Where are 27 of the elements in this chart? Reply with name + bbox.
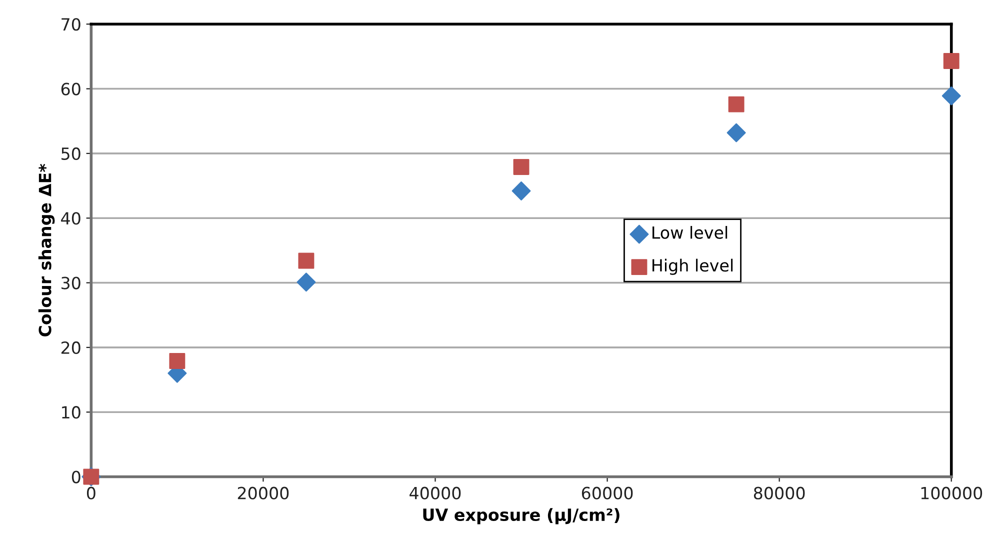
point	[296, 272, 316, 292]
y-tick-label: 60	[61, 82, 80, 96]
y-tick-label: 10	[62, 406, 80, 419]
legend-label: Low level	[652, 226, 728, 239]
y-tick-label: 70	[62, 18, 80, 31]
point	[512, 181, 531, 200]
point	[943, 52, 960, 69]
x-tick-label: 40000	[410, 486, 461, 500]
y-tick-label: 20	[61, 341, 80, 354]
legend-label: High level	[652, 258, 733, 275]
y-tick-label: 30	[62, 276, 80, 290]
x-tick-label: 0	[86, 486, 96, 500]
x-axis-title: UV exposure (µJ/cm²)	[423, 508, 620, 524]
point	[298, 252, 314, 269]
x-tick-label: 20000	[238, 486, 289, 500]
point	[728, 96, 744, 112]
x-tick-label: 80000	[754, 486, 805, 500]
y-tick-label: 40	[61, 212, 80, 225]
y-tick-label: 0	[72, 470, 80, 484]
point	[513, 159, 530, 175]
x-tick-label: 60000	[582, 486, 633, 500]
y-tick-label: 50	[62, 147, 80, 160]
point	[726, 123, 746, 142]
point	[942, 86, 961, 106]
point	[169, 353, 186, 369]
x-tick-label: 100000	[921, 486, 982, 500]
y-axis-title: Colour shange ΔE*	[38, 164, 55, 336]
